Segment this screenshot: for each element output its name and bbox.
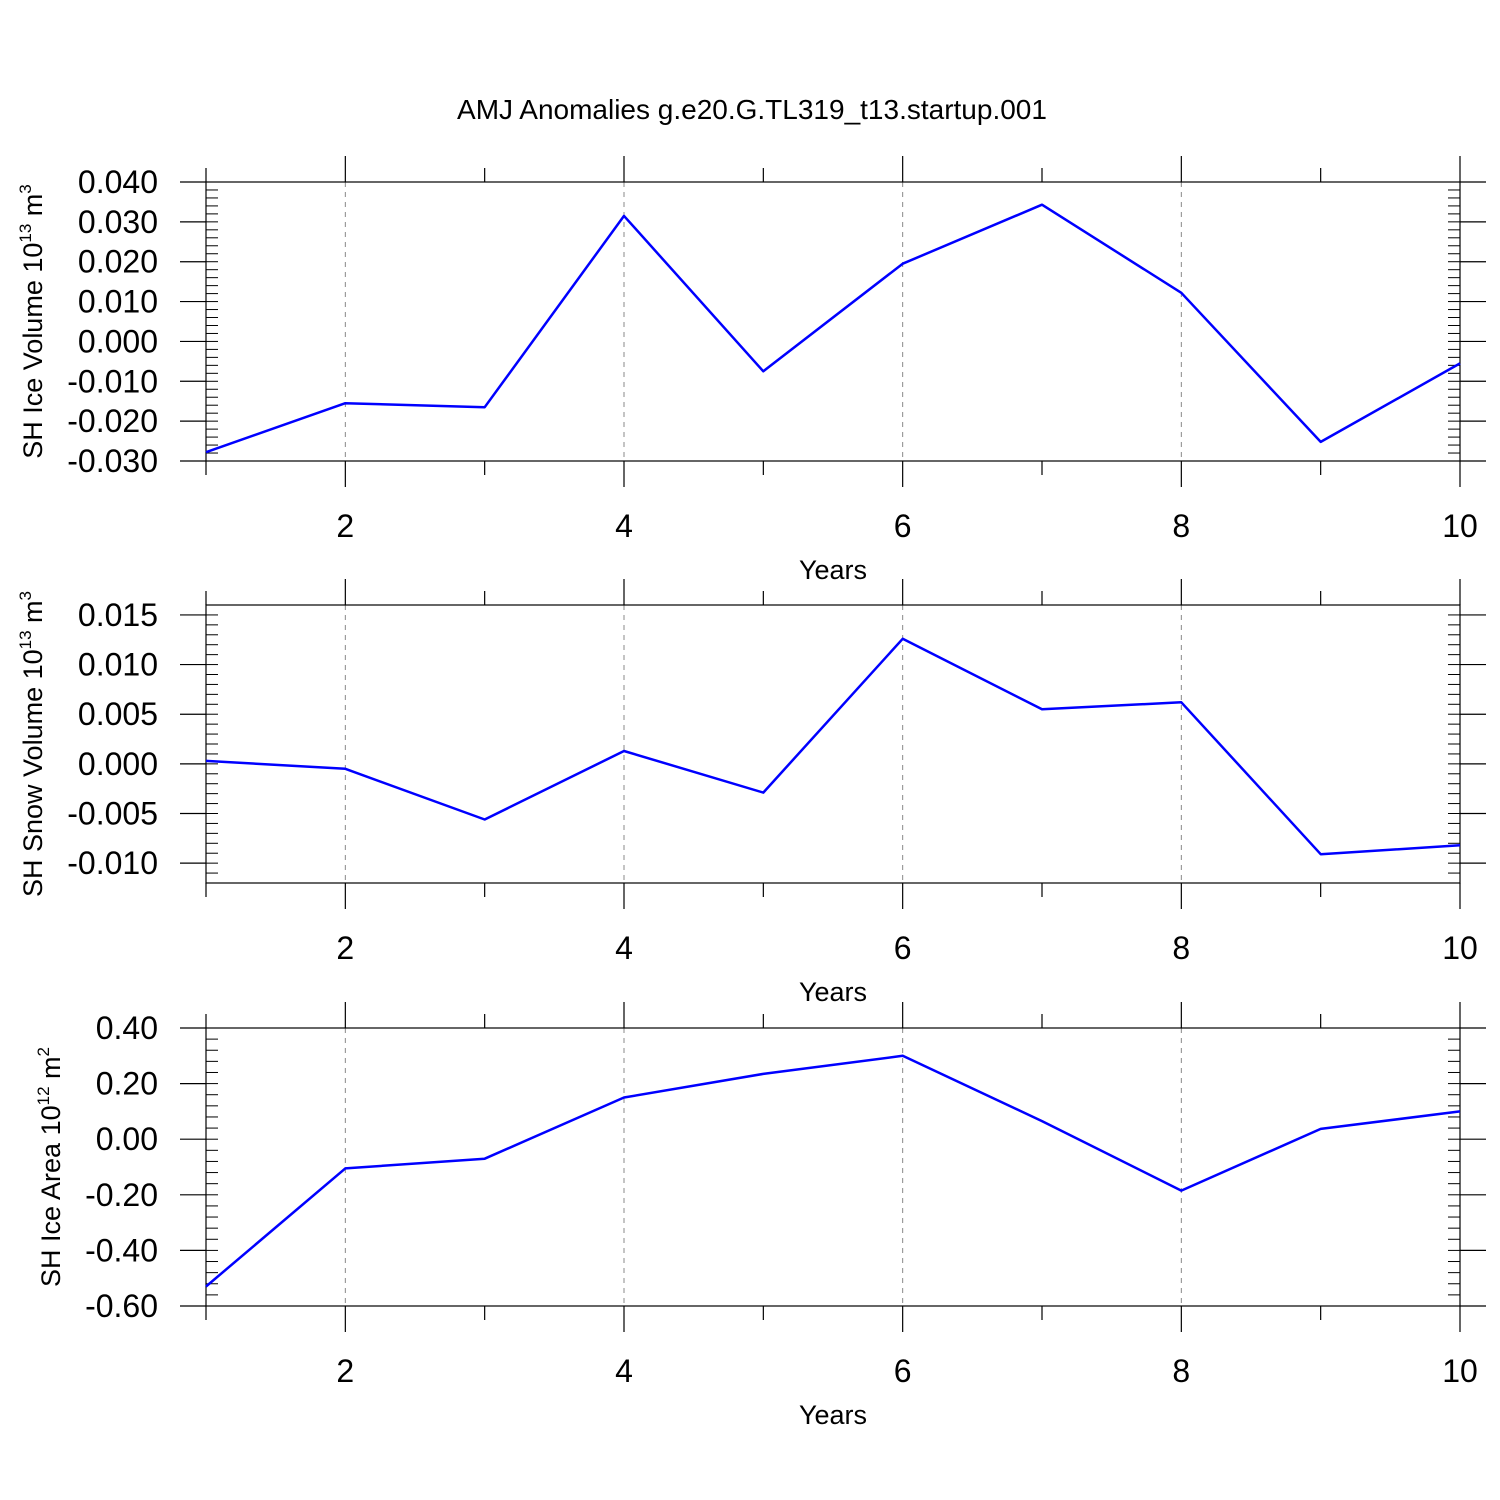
x-tick-label: 2 — [336, 930, 354, 966]
x-tick-label: 10 — [1442, 1353, 1478, 1389]
chart-panel-2: -0.010 -0.005 0.000 0.005 0.010 0.015 2 4 6 8 10 Ye… — [16, 579, 1486, 1007]
x-tick-label: 2 — [336, 508, 354, 544]
x-tick-label: 6 — [894, 508, 912, 544]
plot-frame — [205, 1027, 1461, 1307]
y-tick-label: 0.00 — [96, 1121, 158, 1157]
y-tick-label: -0.020 — [67, 403, 158, 439]
plot-frame — [205, 181, 1461, 462]
x-axis-label: Years — [799, 977, 867, 1007]
x-axis-label: Years — [799, 1400, 867, 1430]
series-line — [205, 1054, 1461, 1288]
y-tick-label: 0.20 — [96, 1066, 158, 1102]
y-tick-label: 0.015 — [78, 597, 158, 633]
y-tick-label: 0.020 — [78, 244, 158, 280]
x-axis-label: Years — [799, 555, 867, 585]
y-tick-label: 0.010 — [78, 284, 158, 320]
y-tick-label: -0.40 — [85, 1232, 158, 1268]
x-tick-label: 4 — [615, 508, 633, 544]
panels: -0.030-0.020-0.0100.0000.0100.0200.0300.… — [16, 156, 1486, 1430]
y-tick-label: 0.40 — [96, 1010, 158, 1046]
y-tick-label: 0.030 — [78, 204, 158, 240]
x-tick-label: 8 — [1172, 508, 1190, 544]
x-tick-label: 6 — [894, 930, 912, 966]
y-axis-label: SH Ice Area 1012 m2 — [34, 1047, 66, 1287]
y-tick-label: 0.040 — [78, 164, 158, 200]
x-tick-label: 2 — [336, 1353, 354, 1389]
y-tick-label: -0.60 — [85, 1288, 158, 1324]
series-line — [205, 637, 1461, 856]
y-axis-label: SH Snow Volume 1013 m3 — [16, 591, 48, 897]
x-tick-label: 10 — [1442, 930, 1478, 966]
y-tick-label: -0.005 — [67, 796, 158, 832]
y-tick-label: -0.010 — [67, 845, 158, 881]
y-tick-label: -0.030 — [67, 443, 158, 479]
x-tick-label: 4 — [615, 930, 633, 966]
x-tick-label: 8 — [1172, 930, 1190, 966]
y-axis-label: SH Ice Volume 1013 m3 — [16, 184, 48, 459]
y-tick-label: 0.000 — [78, 323, 158, 359]
y-tick-label: -0.010 — [67, 363, 158, 399]
x-tick-label: 10 — [1442, 508, 1478, 544]
plot-frame — [205, 604, 1461, 884]
figure-title: AMJ Anomalies g.e20.G.TL319_t13.startup.… — [457, 94, 1047, 125]
x-tick-label: 8 — [1172, 1353, 1190, 1389]
y-tick-label: 0.010 — [78, 647, 158, 683]
x-tick-label: 4 — [615, 1353, 633, 1389]
chart-panel-3: -0.60 -0.40 -0.20 0.00 0.20 0.40 2 4 6 8 10 Years SH… — [34, 1002, 1486, 1430]
y-tick-label: 0.000 — [78, 746, 158, 782]
x-tick-label: 6 — [894, 1353, 912, 1389]
y-tick-label: 0.005 — [78, 696, 158, 732]
series-line — [205, 203, 1461, 454]
y-tick-label: -0.20 — [85, 1177, 158, 1213]
